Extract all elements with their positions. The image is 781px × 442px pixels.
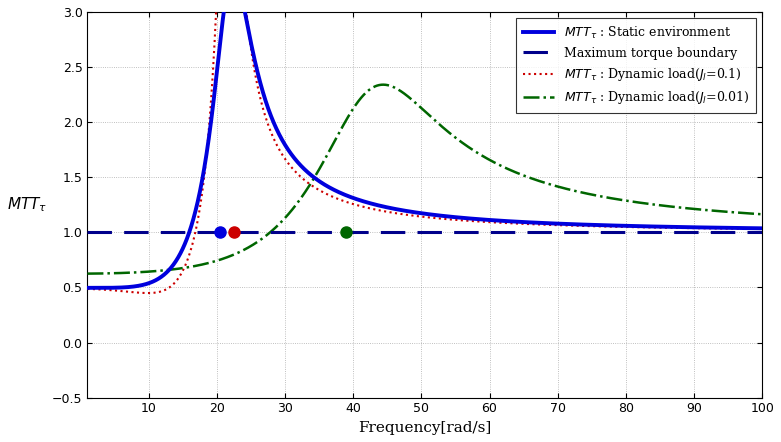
$MTT_{\tau}$ : Static environment: (2.56, 0.496): Static environment: (2.56, 0.496)	[94, 285, 103, 290]
$MTT_{\tau}$ : Static environment: (100, 1.04): Static environment: (100, 1.04)	[758, 226, 767, 231]
$MTT_{\tau}$ : Static environment: (38.9, 1.34): Static environment: (38.9, 1.34)	[341, 192, 350, 198]
$MTT_{\tau}$ : Dynamic load($J_l$=0.1): (9.85, 0.449): Dynamic load($J_l$=0.1): (9.85, 0.449)	[143, 290, 152, 296]
$MTT_{\tau}$ : Dynamic load($J_l$=0.01): (44.4, 2.34): Dynamic load($J_l$=0.01): (44.4, 2.34)	[379, 82, 388, 88]
$MTT_{\tau}$ : Dynamic load($J_l$=0.01): (1, 0.625): Dynamic load($J_l$=0.01): (1, 0.625)	[83, 271, 92, 276]
Line: $MTT_{\tau}$ : Dynamic load($J_l$=0.01): $MTT_{\tau}$ : Dynamic load($J_l$=0.01)	[87, 85, 762, 274]
$MTT_{\tau}$ : Static environment: (82.4, 1.06): Static environment: (82.4, 1.06)	[638, 224, 647, 229]
$MTT_{\tau}$ : Dynamic load($J_l$=0.1): (65.4, 1.08): Dynamic load($J_l$=0.1): (65.4, 1.08)	[522, 221, 531, 227]
$MTT_{\tau}$ : Static environment: (19, 1.94): Static environment: (19, 1.94)	[205, 126, 215, 131]
Line: $MTT_{\tau}$ : Dynamic load($J_l$=0.1): $MTT_{\tau}$ : Dynamic load($J_l$=0.1)	[87, 0, 762, 293]
$MTT_{\tau}$ : Dynamic load($J_l$=0.01): (82.4, 1.27): Dynamic load($J_l$=0.01): (82.4, 1.27)	[637, 200, 647, 206]
$MTT_{\tau}$ : Dynamic load($J_l$=0.1): (60.4, 1.09): Dynamic load($J_l$=0.1): (60.4, 1.09)	[487, 220, 497, 225]
$MTT_{\tau}$ : Static environment: (60.4, 1.11): Static environment: (60.4, 1.11)	[487, 217, 497, 223]
$MTT_{\tau}$ : Dynamic load($J_l$=0.1): (38.9, 1.28): Dynamic load($J_l$=0.1): (38.9, 1.28)	[341, 199, 350, 204]
$MTT_{\tau}$ : Static environment: (1, 0.496): Static environment: (1, 0.496)	[83, 285, 92, 290]
$MTT_{\tau}$ : Dynamic load($J_l$=0.01): (19, 0.725): Dynamic load($J_l$=0.01): (19, 0.725)	[205, 260, 215, 265]
$MTT_{\tau}$ : Dynamic load($J_l$=0.1): (19, 2.08): Dynamic load($J_l$=0.1): (19, 2.08)	[205, 111, 215, 116]
Maximum torque boundary	[76, 230, 85, 235]
$MTT_{\tau}$ : Dynamic load($J_l$=0.01): (65.4, 1.51): Dynamic load($J_l$=0.01): (65.4, 1.51)	[522, 174, 531, 179]
$MTT_{\tau}$ : Static environment: (65.4, 1.09): Static environment: (65.4, 1.09)	[522, 220, 531, 225]
$MTT_{\tau}$ : Dynamic load($J_l$=0.1): (82.4, 1.05): Dynamic load($J_l$=0.1): (82.4, 1.05)	[638, 225, 647, 230]
$MTT_{\tau}$ : Dynamic load($J_l$=0.01): (38.8, 2): Dynamic load($J_l$=0.01): (38.8, 2)	[341, 119, 350, 125]
$MTT_{\tau}$ : Dynamic load($J_l$=0.01): (74.9, 1.34): Dynamic load($J_l$=0.01): (74.9, 1.34)	[587, 192, 596, 197]
Line: $MTT_{\tau}$ : Static environment: $MTT_{\tau}$ : Static environment	[87, 0, 762, 288]
Maximum torque boundary	[83, 230, 92, 235]
$MTT_{\tau}$ : Dynamic load($J_l$=0.1): (1, 0.486): Dynamic load($J_l$=0.1): (1, 0.486)	[83, 286, 92, 292]
Y-axis label: $MTT_{\tau}$: $MTT_{\tau}$	[7, 195, 47, 214]
$MTT_{\tau}$ : Dynamic load($J_l$=0.01): (60.4, 1.64): Dynamic load($J_l$=0.01): (60.4, 1.64)	[487, 159, 497, 164]
$MTT_{\tau}$ : Dynamic load($J_l$=0.1): (74.9, 1.06): Dynamic load($J_l$=0.1): (74.9, 1.06)	[587, 224, 596, 229]
X-axis label: Frequency[rad/s]: Frequency[rad/s]	[358, 421, 491, 435]
$MTT_{\tau}$ : Dynamic load($J_l$=0.1): (100, 1.03): Dynamic load($J_l$=0.1): (100, 1.03)	[758, 226, 767, 232]
$MTT_{\tau}$ : Static environment: (74.9, 1.07): Static environment: (74.9, 1.07)	[587, 222, 596, 228]
Legend: $MTT_{\tau}$ : Static environment, Maximum torque boundary, $MTT_{\tau}$ : Dynam: $MTT_{\tau}$ : Static environment, Maxim…	[516, 18, 756, 113]
$MTT_{\tau}$ : Dynamic load($J_l$=0.01): (100, 1.16): Dynamic load($J_l$=0.01): (100, 1.16)	[758, 212, 767, 217]
